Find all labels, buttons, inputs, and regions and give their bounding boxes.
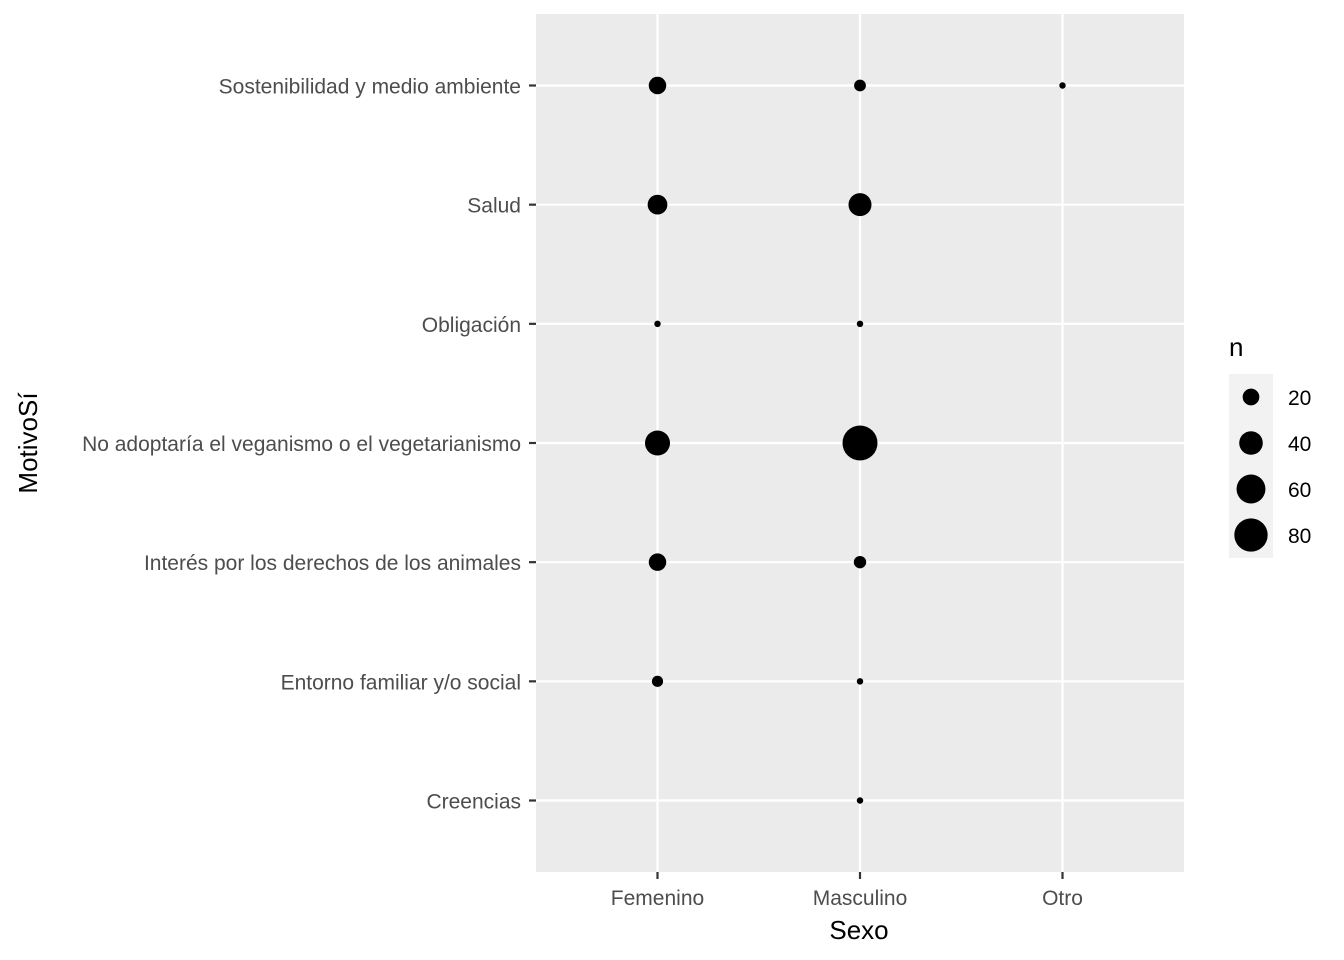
y-tick-label-creencias: Creencias	[426, 791, 521, 814]
data-points	[644, 76, 1066, 804]
legend-label-80: 80	[1288, 525, 1311, 548]
point-masculino-no-adoptaria-el-veganismo-o-el-vegetarianismo	[842, 425, 878, 461]
size-legend: n 20 40 60 80	[1229, 332, 1311, 558]
y-tick-label-obligacion: Obligación	[422, 314, 521, 337]
y-tick-label-interes-por-los-derechos-de-los-animales: Interés por los derechos de los animales	[144, 552, 521, 575]
legend-label-60: 60	[1288, 479, 1311, 502]
point-otro-sostenibilidad-y-medio-ambiente	[1059, 82, 1066, 89]
legend-label-20: 20	[1288, 387, 1311, 410]
point-masculino-creencias	[856, 797, 864, 804]
point-masculino-obligacion	[856, 320, 864, 328]
y-axis: Creencias Entorno familiar y/o social Inte…	[82, 76, 536, 814]
point-femenino-sostenibilidad-y-medio-ambiente	[648, 76, 667, 95]
y-axis-title: MotivoSí	[13, 392, 43, 494]
y-tick-label-sostenibilidad-y-medio-ambiente: Sostenibilidad y medio ambiente	[219, 76, 521, 99]
x-tick-label-otro: Otro	[1042, 887, 1083, 910]
point-masculino-sostenibilidad-y-medio-ambiente	[854, 79, 866, 92]
y-tick-label-no-adoptaria-el-veganismo-o-el-vegetarianismo: No adoptaría el veganismo o el vegetaria…	[82, 433, 521, 456]
point-femenino-interes-por-los-derechos-de-los-animales	[648, 553, 667, 571]
legend-point-40	[1239, 431, 1263, 455]
y-tick-label-salud: Salud	[467, 195, 521, 218]
point-femenino-obligacion	[654, 320, 661, 328]
legend-label-40: 40	[1288, 433, 1311, 456]
y-tick-label-entorno-familiar-y-o-social: Entorno familiar y/o social	[281, 671, 521, 694]
legend-point-60	[1236, 474, 1266, 504]
point-masculino-interes-por-los-derechos-de-los-animales	[853, 555, 867, 569]
point-masculino-salud	[848, 193, 872, 217]
point-femenino-salud	[647, 194, 668, 215]
point-masculino-entorno-familiar-y-o-social	[856, 678, 864, 685]
x-tick-label-femenino: Femenino	[611, 887, 704, 910]
point-femenino-no-adoptaria-el-veganismo-o-el-vegetarianismo	[644, 430, 671, 456]
x-axis-title: Sexo	[829, 915, 888, 945]
x-tick-label-masculino: Masculino	[813, 887, 908, 910]
legend-point-80	[1234, 518, 1268, 552]
legend-point-20	[1242, 388, 1260, 406]
point-femenino-entorno-familiar-y-o-social	[651, 675, 664, 687]
legend-title: n	[1229, 332, 1243, 362]
x-axis: Femenino Masculino Otro	[611, 872, 1083, 910]
